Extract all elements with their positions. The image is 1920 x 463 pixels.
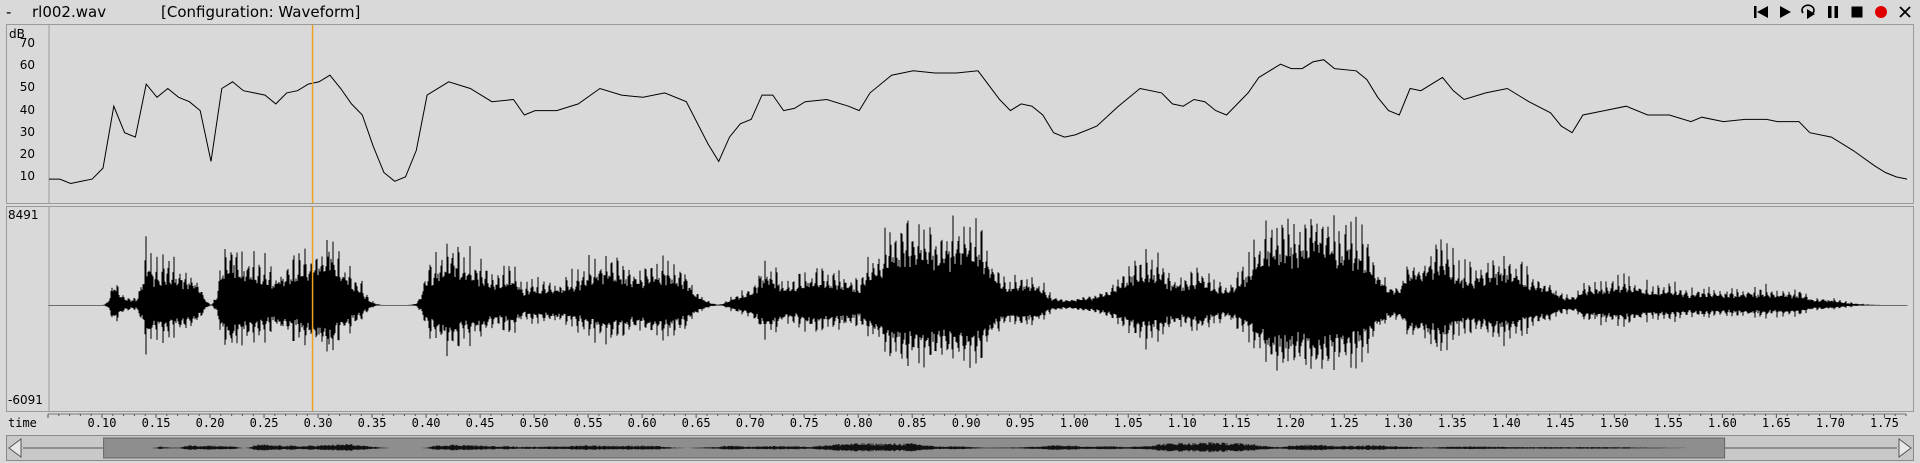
play-icon xyxy=(1780,6,1791,18)
time-tick-label: 1.10 xyxy=(1167,416,1197,430)
transport-controls xyxy=(1752,3,1914,21)
time-tick-label: 1.05 xyxy=(1113,416,1143,430)
time-axis-label: time xyxy=(8,416,37,430)
time-tick-label: 1.50 xyxy=(1599,416,1629,430)
time-tick-label: 0.95 xyxy=(1005,416,1035,430)
loop-play-icon xyxy=(1801,4,1815,19)
time-tick-label: 0.80 xyxy=(843,416,873,430)
time-tick-label: 1.60 xyxy=(1707,416,1737,430)
energy-plot xyxy=(48,25,1908,203)
menu-button[interactable]: - xyxy=(6,3,12,21)
stop-icon xyxy=(1851,6,1863,18)
time-tick-label: 1.55 xyxy=(1653,416,1683,430)
scrollbar-graphic xyxy=(8,437,1912,459)
db-unit-label: dB xyxy=(9,27,25,41)
pause-button[interactable] xyxy=(1824,3,1842,21)
time-tick-label: 0.10 xyxy=(87,416,117,430)
overview-scrollbar[interactable] xyxy=(6,435,1914,461)
record-icon xyxy=(1875,6,1887,18)
time-tick-label: 1.65 xyxy=(1761,416,1791,430)
time-tick-label: 0.90 xyxy=(951,416,981,430)
time-tick-label: 0.20 xyxy=(195,416,225,430)
time-tick-label: 1.25 xyxy=(1329,416,1359,430)
time-tick-label: 1.70 xyxy=(1815,416,1845,430)
waveform-panel[interactable]: 8491 -6091 xyxy=(6,206,1914,412)
time-tick-label: 1.00 xyxy=(1059,416,1089,430)
close-button[interactable] xyxy=(1896,3,1914,21)
amplitude-min-label: -6091 xyxy=(8,393,43,407)
db-tick-label: 10 xyxy=(19,168,35,183)
time-tick-label: 1.15 xyxy=(1221,416,1251,430)
time-tick-label: 0.70 xyxy=(735,416,765,430)
time-tick-label: 0.35 xyxy=(357,416,387,430)
db-tick-label: 70 xyxy=(19,36,35,51)
energy-curve xyxy=(49,59,1908,185)
energy-panel[interactable]: dB 70 60 50 40 30 20 10 xyxy=(6,24,1914,204)
file-name: rl002.wav xyxy=(32,3,107,21)
time-tick-label: 1.45 xyxy=(1545,416,1575,430)
db-tick-label: 30 xyxy=(19,124,35,139)
time-tick-label: 1.20 xyxy=(1275,416,1305,430)
time-tick-label: 0.45 xyxy=(465,416,495,430)
db-tick-label: 20 xyxy=(19,146,35,161)
play-button[interactable] xyxy=(1776,3,1794,21)
stop-button[interactable] xyxy=(1848,3,1866,21)
waveform-plot xyxy=(48,207,1908,411)
scroll-left-arrow-icon[interactable] xyxy=(8,438,22,458)
time-tick-label: 0.60 xyxy=(627,416,657,430)
overview-waveform xyxy=(152,442,1686,453)
time-tick-label: 0.75 xyxy=(789,416,819,430)
time-tick-label: 0.40 xyxy=(411,416,441,430)
time-tick-label: 0.30 xyxy=(303,416,333,430)
db-tick-label: 60 xyxy=(19,58,35,73)
loop-play-button[interactable] xyxy=(1800,3,1818,21)
time-ruler xyxy=(47,413,1907,418)
time-tick-label: 1.75 xyxy=(1869,416,1899,430)
db-tick-label: 50 xyxy=(19,80,35,95)
scroll-right-arrow-icon[interactable] xyxy=(1898,438,1912,458)
db-tick-label: 40 xyxy=(19,102,35,117)
time-tick-label: 0.65 xyxy=(681,416,711,430)
title-bar: - rl002.wav [Configuration: Waveform] xyxy=(0,0,1920,24)
configuration-label: [Configuration: Waveform] xyxy=(161,3,361,21)
time-tick-label: 0.25 xyxy=(249,416,279,430)
time-tick-label: 0.55 xyxy=(573,416,603,430)
time-tick-label: 0.15 xyxy=(141,416,171,430)
amplitude-max-label: 8491 xyxy=(8,208,39,222)
time-tick-label: 0.50 xyxy=(519,416,549,430)
skip-to-start-button[interactable] xyxy=(1752,3,1770,21)
time-tick-label: 1.35 xyxy=(1437,416,1467,430)
pause-icon xyxy=(1828,6,1838,18)
waveform-trace xyxy=(48,215,1908,371)
skip-to-start-icon xyxy=(1754,6,1768,18)
time-tick-label: 0.85 xyxy=(897,416,927,430)
time-tick-label: 1.40 xyxy=(1491,416,1521,430)
record-button[interactable] xyxy=(1872,3,1890,21)
time-tick-label: 1.30 xyxy=(1383,416,1413,430)
time-axis: time 0.10 0.15 0.20 0.25 0.30 0.35 0.40 0.45 0.5… xyxy=(6,413,1914,433)
close-icon xyxy=(1899,6,1911,18)
